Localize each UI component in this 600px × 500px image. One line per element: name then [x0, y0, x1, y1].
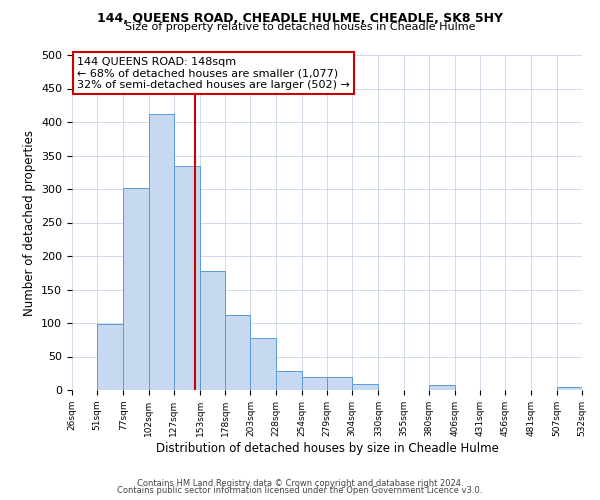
Text: Size of property relative to detached houses in Cheadle Hulme: Size of property relative to detached ho…	[125, 22, 475, 32]
X-axis label: Distribution of detached houses by size in Cheadle Hulme: Distribution of detached houses by size …	[155, 442, 499, 454]
Bar	[174, 166, 200, 390]
Bar	[327, 378, 352, 390]
Bar	[302, 376, 327, 390]
Text: Contains HM Land Registry data © Crown copyright and database right 2024.: Contains HM Land Registry data © Crown c…	[137, 478, 463, 488]
Bar	[429, 386, 455, 390]
Bar	[557, 386, 582, 390]
Bar	[250, 338, 275, 390]
Text: 144 QUEENS ROAD: 148sqm
← 68% of detached houses are smaller (1,077)
32% of semi: 144 QUEENS ROAD: 148sqm ← 68% of detache…	[77, 56, 350, 90]
Bar	[124, 188, 149, 390]
Bar	[97, 324, 124, 390]
Bar	[275, 371, 302, 390]
Bar	[200, 270, 225, 390]
Text: Contains public sector information licensed under the Open Government Licence v3: Contains public sector information licen…	[118, 486, 482, 495]
Y-axis label: Number of detached properties: Number of detached properties	[23, 130, 35, 316]
Text: 144, QUEENS ROAD, CHEADLE HULME, CHEADLE, SK8 5HY: 144, QUEENS ROAD, CHEADLE HULME, CHEADLE…	[97, 12, 503, 26]
Bar	[149, 114, 174, 390]
Bar	[225, 315, 250, 390]
Bar	[352, 384, 379, 390]
